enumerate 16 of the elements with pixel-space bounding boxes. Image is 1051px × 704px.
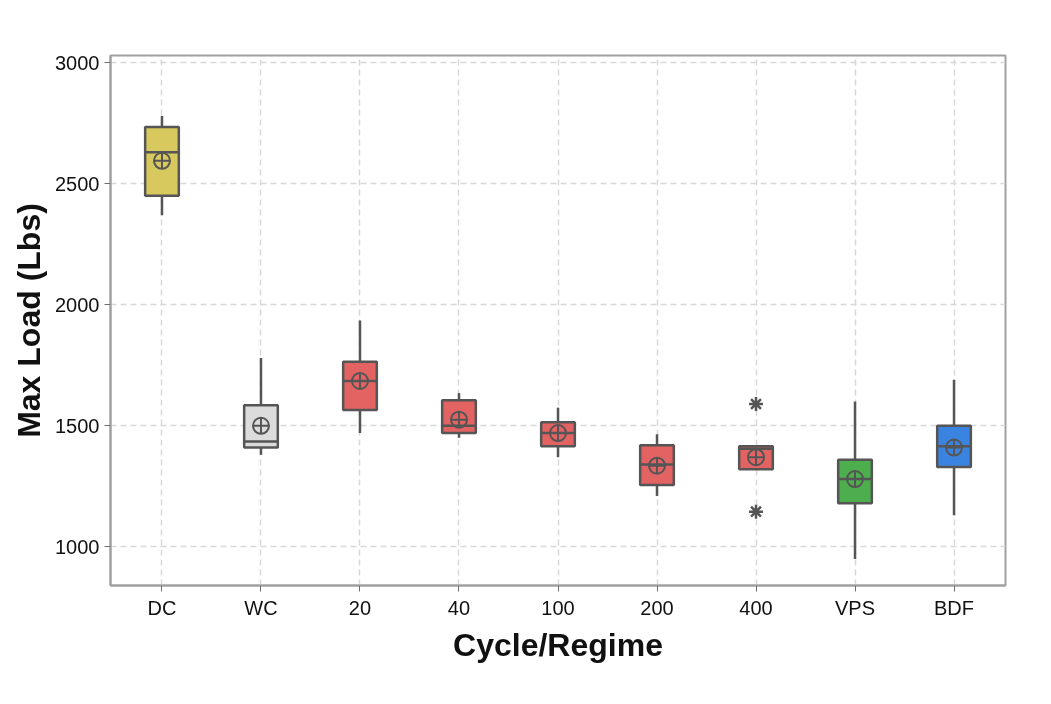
- y-tick-label: 3000: [55, 51, 100, 74]
- x-axis-title: Cycle/Regime: [453, 626, 663, 663]
- y-tick-label: 1000: [55, 535, 100, 558]
- y-tick-label: 1500: [55, 414, 100, 437]
- y-tick-label: 2500: [55, 172, 100, 195]
- x-tick-label: BDF: [934, 596, 975, 619]
- x-tick-label: WC: [244, 596, 278, 619]
- x-tick-label: 100: [541, 596, 575, 619]
- x-tick-label: VPS: [835, 596, 876, 619]
- y-tick-label: 2000: [55, 293, 100, 316]
- x-tick-label: 400: [739, 596, 773, 619]
- x-tick-label: 20: [348, 596, 372, 619]
- x-tick-label: 200: [640, 596, 674, 619]
- x-tick-label: DC: [147, 596, 177, 619]
- x-tick-label: 40: [447, 596, 471, 619]
- y-axis-title: Max Load (Lbs): [11, 203, 48, 438]
